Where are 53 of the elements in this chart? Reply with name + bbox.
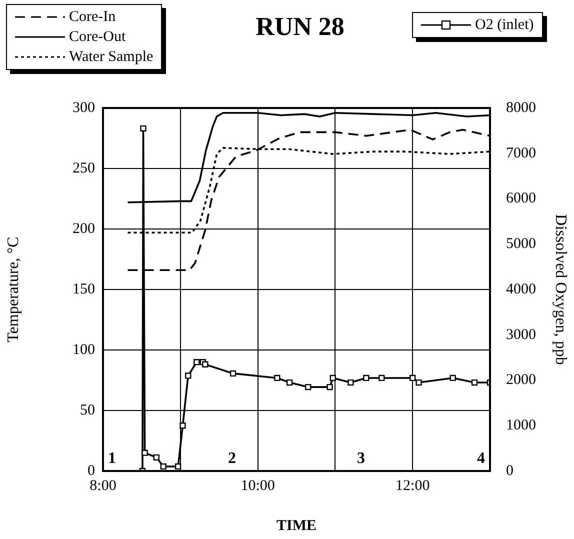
point [286, 379, 293, 386]
point [326, 384, 333, 390]
y-tick-label: 50 [80, 402, 95, 418]
y2-axis-title: Dissolved Oxygen, ppb [552, 214, 570, 365]
point [305, 384, 312, 390]
x-tick-label: 10:00 [240, 478, 275, 494]
y2-tick-label: 0 [506, 462, 514, 479]
point [450, 374, 456, 382]
y2-tick-label: 6000 [506, 190, 536, 207]
annotation: 2 [228, 450, 236, 468]
legend-label: Core-Out [69, 28, 126, 47]
x-tick-label: 8:00 [90, 478, 116, 494]
y-tick-label: 200 [72, 220, 95, 237]
point [175, 463, 182, 470]
y2-tick-label: 4000 [506, 281, 536, 298]
point [410, 374, 416, 382]
point [274, 374, 280, 382]
legend-label: O2 (inlet) [475, 16, 534, 35]
point [378, 374, 385, 382]
y2-tick-label: 5000 [506, 236, 536, 252]
annotation: 4 [477, 450, 485, 468]
y-tick-label: 250 [72, 160, 95, 176]
legend-label: Core-In [69, 8, 116, 27]
point [471, 379, 478, 386]
y-axis-title: Temperature, °C [4, 236, 22, 342]
annotation: 3 [357, 450, 365, 468]
y2-tick-label: 1000 [506, 418, 536, 434]
point [194, 359, 200, 366]
y2-tick-label: 7000 [506, 145, 536, 162]
point [416, 379, 422, 386]
point [185, 372, 192, 379]
point [330, 374, 336, 382]
legend-label: Water Sample [69, 48, 154, 67]
y-tick-label: 300 [72, 100, 95, 116]
x-axis-title: TIME [276, 518, 317, 534]
y2-tick-label: 2000 [506, 372, 536, 388]
x-tick-label: 12:00 [396, 478, 430, 494]
point [348, 379, 354, 386]
point [142, 450, 148, 456]
y-tick-label: 150 [72, 281, 95, 298]
y2-tick-label: 3000 [506, 326, 536, 343]
point [230, 370, 236, 377]
point [202, 361, 208, 368]
point [140, 125, 146, 132]
point [363, 374, 370, 382]
y2-tick-label: 8000 [506, 100, 536, 116]
y-tick-label: 0 [88, 462, 95, 479]
point [160, 463, 166, 470]
point [153, 454, 160, 460]
y-tick-label: 100 [72, 342, 95, 358]
chart-title: RUN 28 [254, 12, 346, 42]
annotation: 1 [108, 450, 116, 468]
point [180, 422, 186, 429]
